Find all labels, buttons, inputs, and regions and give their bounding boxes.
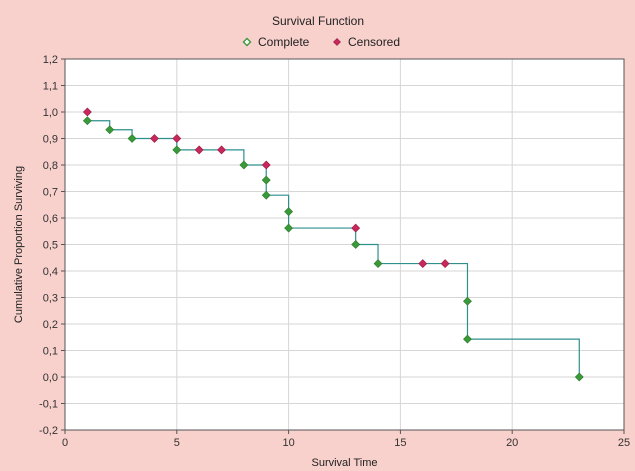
y-tick-label: 0,0 bbox=[43, 372, 58, 384]
point-complete bbox=[127, 134, 137, 143]
point-censored bbox=[194, 145, 204, 155]
legend-label-censored: Censored bbox=[348, 35, 400, 49]
point-complete bbox=[463, 296, 472, 306]
y-tick-label: 1,1 bbox=[43, 81, 58, 93]
x-tick-label: 20 bbox=[506, 437, 518, 449]
point-complete bbox=[82, 116, 92, 126]
y-tick-label: 0,6 bbox=[43, 213, 58, 225]
point-complete bbox=[351, 240, 361, 249]
legend-marker-censored bbox=[333, 38, 341, 46]
y-tick-label: 1,0 bbox=[43, 107, 58, 119]
point-complete bbox=[261, 175, 271, 185]
point-censored bbox=[418, 259, 428, 269]
y-tick-label: 0,5 bbox=[43, 240, 58, 252]
y-tick-label: 0,9 bbox=[43, 134, 58, 146]
point-complete bbox=[172, 145, 182, 155]
y-axis-label: Cumulative Proportion Surviving bbox=[13, 166, 25, 323]
point-complete bbox=[261, 190, 271, 200]
x-tick-label: 10 bbox=[282, 437, 294, 449]
point-complete bbox=[284, 207, 294, 217]
point-complete bbox=[239, 160, 249, 170]
point-censored bbox=[82, 107, 92, 117]
axes: -0,2 -0,1 0,0 0,1 0,2 0,3 0,4 0,5 0,6 0,7 0,8 0,9 1,… bbox=[39, 54, 630, 449]
point-complete bbox=[105, 125, 115, 135]
y-tick-label: -0,2 bbox=[39, 425, 58, 437]
legend: Complete Censored bbox=[242, 35, 400, 49]
point-censored bbox=[172, 134, 182, 143]
y-tick-label: 0,1 bbox=[43, 346, 58, 358]
x-tick-label: 25 bbox=[618, 437, 630, 449]
point-censored bbox=[150, 134, 159, 143]
x-tick-label: 5 bbox=[174, 437, 180, 449]
y-tick-label: 0,4 bbox=[43, 266, 58, 278]
point-censored bbox=[440, 259, 450, 269]
y-tick-label: -0,1 bbox=[39, 399, 58, 411]
point-censored bbox=[217, 145, 226, 155]
legend-marker-complete bbox=[242, 37, 252, 47]
point-censored bbox=[351, 223, 361, 233]
point-complete bbox=[284, 223, 294, 233]
x-axis-label: Survival Time bbox=[311, 457, 377, 469]
legend-label-complete: Complete bbox=[258, 35, 310, 49]
point-complete bbox=[574, 372, 584, 382]
x-tick-label: 0 bbox=[62, 437, 68, 449]
y-tick-label: 0,8 bbox=[43, 160, 58, 172]
y-tick-label: 1,2 bbox=[43, 54, 58, 66]
chart-title: Survival Function bbox=[272, 14, 364, 28]
point-complete bbox=[463, 334, 472, 344]
point-censored bbox=[261, 160, 271, 170]
x-tick-label: 15 bbox=[394, 437, 406, 449]
point-complete bbox=[373, 259, 383, 269]
y-tick-label: 0,7 bbox=[43, 187, 58, 199]
points-layer bbox=[82, 107, 584, 382]
y-tick-label: 0,3 bbox=[43, 293, 58, 305]
y-tick-label: 0,2 bbox=[43, 319, 58, 331]
